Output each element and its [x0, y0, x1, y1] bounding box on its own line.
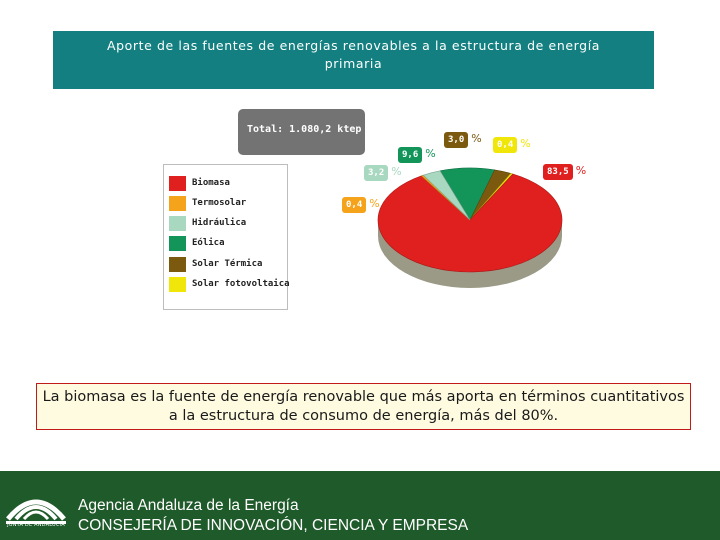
legend-swatch: [169, 257, 186, 272]
data-label-percent: %: [425, 147, 436, 160]
chart-title: Aporte de las fuentes de energías renova…: [53, 31, 654, 89]
agency-name: Agencia Andaluza de la Energía: [78, 497, 299, 514]
data-label-value: 3,0: [444, 132, 469, 148]
data-label-percent: %: [369, 197, 380, 210]
chart-title-text: Aporte de las fuentes de energías renova…: [106, 38, 601, 71]
data-label-percent: %: [471, 132, 482, 145]
legend-swatch: [169, 216, 186, 231]
pie-chart: [377, 167, 563, 288]
pie-slice-hidr-ulica: [422, 170, 471, 221]
data-label-solar-fotovoltaica: 0,4%: [493, 132, 531, 153]
data-label-termosolar: 0,4%: [342, 192, 380, 213]
legend-label: Eólica: [192, 238, 225, 248]
data-label-value: 9,6: [398, 147, 423, 163]
data-label-biomasa: 83,5%: [543, 159, 586, 180]
junta-de-andalucia-logo: [6, 499, 66, 524]
data-label-percent: %: [391, 165, 402, 178]
data-label-eolica: 9,6%: [398, 142, 436, 163]
data-label-value: 0,4: [493, 137, 518, 153]
ministry-name: CONSEJERÍA DE INNOVACIÓN, CIENCIA Y EMPR…: [78, 517, 469, 534]
pie-side-wall: [378, 220, 562, 288]
pie-slice-biomasa: [377, 173, 563, 273]
data-label-value: 83,5: [543, 164, 573, 180]
total-label: Total: 1.080,2 ktep: [247, 124, 362, 135]
total-badge: Total: 1.080,2 ktep: [238, 109, 365, 155]
legend-swatch: [169, 277, 186, 292]
legend-swatch: [169, 196, 186, 211]
summary-text: La biomasa es la fuente de energía renov…: [42, 389, 685, 424]
summary-callout: La biomasa es la fuente de energía renov…: [36, 383, 691, 430]
logo-caption: JUNTA DE ANDALUCIA: [7, 522, 65, 528]
legend-swatch: [169, 176, 186, 191]
data-label-solar-termica: 3,0%: [444, 127, 482, 148]
legend-swatch: [169, 236, 186, 251]
legend-label: Biomasa: [192, 178, 230, 188]
footer-banner: JUNTA DE ANDALUCIA Agencia Andaluza de l…: [0, 471, 720, 540]
data-label-value: 0,4: [342, 197, 367, 213]
data-label-percent: %: [520, 137, 531, 150]
chart-legend: Biomasa Termosolar Hidráulica Eólica Sol…: [163, 164, 290, 310]
legend-label: Termosolar: [192, 198, 247, 208]
legend-label: Hidráulica: [192, 218, 247, 228]
legend-label: Solar Térmica: [192, 259, 263, 269]
data-label-value: 3,2: [364, 165, 389, 181]
data-label-percent: %: [575, 164, 587, 177]
legend-label: Solar fotovoltaica: [192, 279, 290, 289]
data-label-hidraulica: 3,2%: [364, 160, 402, 181]
